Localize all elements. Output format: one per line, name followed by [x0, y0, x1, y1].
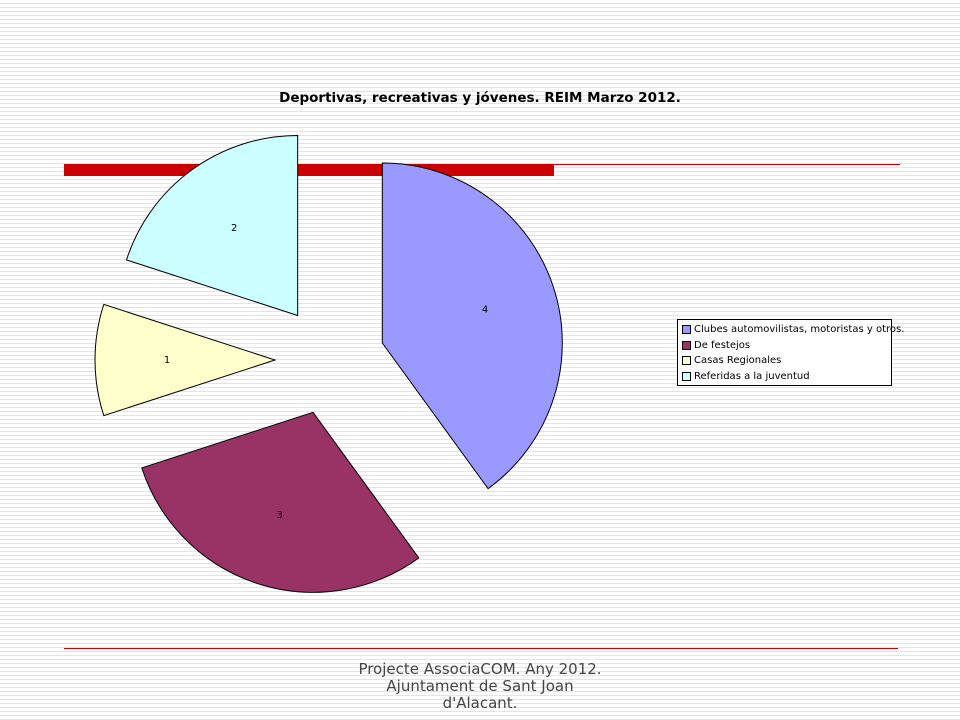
legend-item: De festejos: [682, 338, 887, 354]
chart-legend: Clubes automovilistas, motoristas y otro…: [677, 319, 904, 386]
chart-title: Deportivas, recreativas y jóvenes. REIM …: [279, 90, 681, 106]
slice-data-label: 2: [231, 223, 237, 234]
footer-line-1: Projecte AssociaCOM. Any 2012.: [358, 660, 602, 678]
pie-slice: [141, 411, 420, 593]
legend-label: Casas Regionales: [694, 355, 782, 367]
pie-slice: [381, 162, 563, 490]
slice-data-label: 3: [276, 510, 282, 521]
pie-slice: [94, 303, 277, 417]
legend-swatch: [682, 356, 691, 366]
legend-swatch: [682, 340, 691, 350]
legend-item: Casas Regionales: [682, 353, 887, 369]
legend-item: Referidas a la juventud: [682, 369, 887, 385]
slide-footer: Projecte AssociaCOM. Any 2012. Ajuntamen…: [300, 661, 660, 712]
legend-label: Referidas a la juventud: [694, 370, 810, 382]
slice-data-label: 1: [164, 355, 170, 366]
footer-line-2: Ajuntament de Sant Joan: [386, 677, 574, 695]
legend-swatch: [682, 325, 691, 335]
top-divider: [554, 164, 900, 165]
bottom-divider: [64, 648, 898, 649]
pie-slice: [125, 135, 299, 317]
legend-label: Clubes automovilistas, motoristas y otro…: [694, 324, 905, 336]
footer-line-3: d'Alacant.: [442, 694, 518, 712]
legend-item: Clubes automovilistas, motoristas y otro…: [682, 322, 904, 338]
legend-swatch: [682, 371, 691, 381]
slice-data-label: 4: [482, 305, 488, 316]
legend-label: De festejos: [694, 339, 751, 351]
